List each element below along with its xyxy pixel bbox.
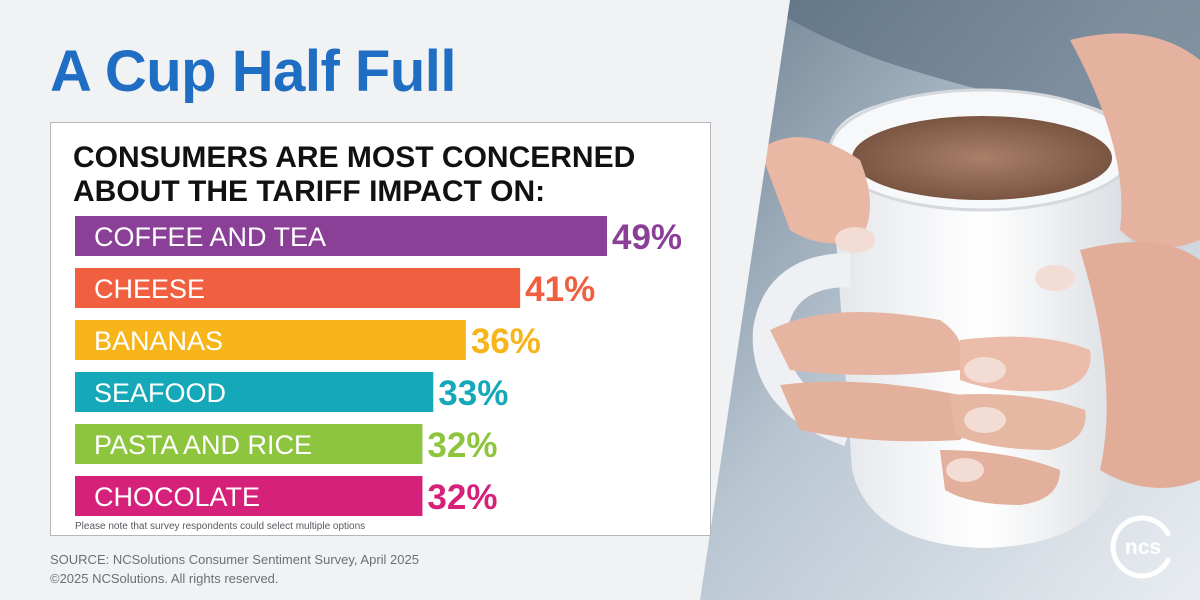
category-label: PASTA AND RICE <box>94 430 312 460</box>
chart-title: CONSUMERS ARE MOST CONCERNED ABOUT THE T… <box>73 141 693 209</box>
bar-bananas <box>75 320 466 360</box>
copyright-note: ©2025 NCSolutions. All rights reserved. <box>50 571 279 586</box>
bar-chart: COFFEE AND TEA 49% CHEESE 41% BANANAS 36% SEAF… <box>75 216 682 517</box>
category-label: BANANAS <box>94 326 223 356</box>
value-label: 33% <box>438 374 508 413</box>
logo-text: ncs <box>1125 536 1161 559</box>
bar-cheese <box>75 268 521 308</box>
bar-seafood <box>75 372 434 412</box>
bar-coffee-and-tea <box>75 216 607 256</box>
category-label: COFFEE AND TEA <box>94 222 326 252</box>
bar-pasta-and-rice <box>75 424 423 464</box>
value-label: 36% <box>471 322 541 361</box>
bar-chocolate <box>75 476 423 516</box>
ncs-logo: ncs <box>1110 515 1171 579</box>
category-label: SEAFOOD <box>94 378 226 408</box>
category-label: CHEESE <box>94 274 205 304</box>
category-label: CHOCOLATE <box>94 482 260 512</box>
headline: A Cup Half Full <box>50 39 456 104</box>
chart-title-line-2: ABOUT THE TARIFF IMPACT ON: <box>73 175 546 208</box>
source-note: SOURCE: NCSolutions Consumer Sentiment S… <box>50 552 419 567</box>
value-label: 32% <box>427 426 497 465</box>
value-label: 49% <box>612 218 682 257</box>
value-label: 32% <box>427 478 497 517</box>
chart-card: CONSUMERS ARE MOST CONCERNED ABOUT THE T… <box>50 122 711 536</box>
chart-title-line-1: CONSUMERS ARE MOST CONCERNED <box>73 141 636 174</box>
value-label: 41% <box>525 270 595 309</box>
chart-footnote: Please note that survey respondents coul… <box>75 521 366 532</box>
